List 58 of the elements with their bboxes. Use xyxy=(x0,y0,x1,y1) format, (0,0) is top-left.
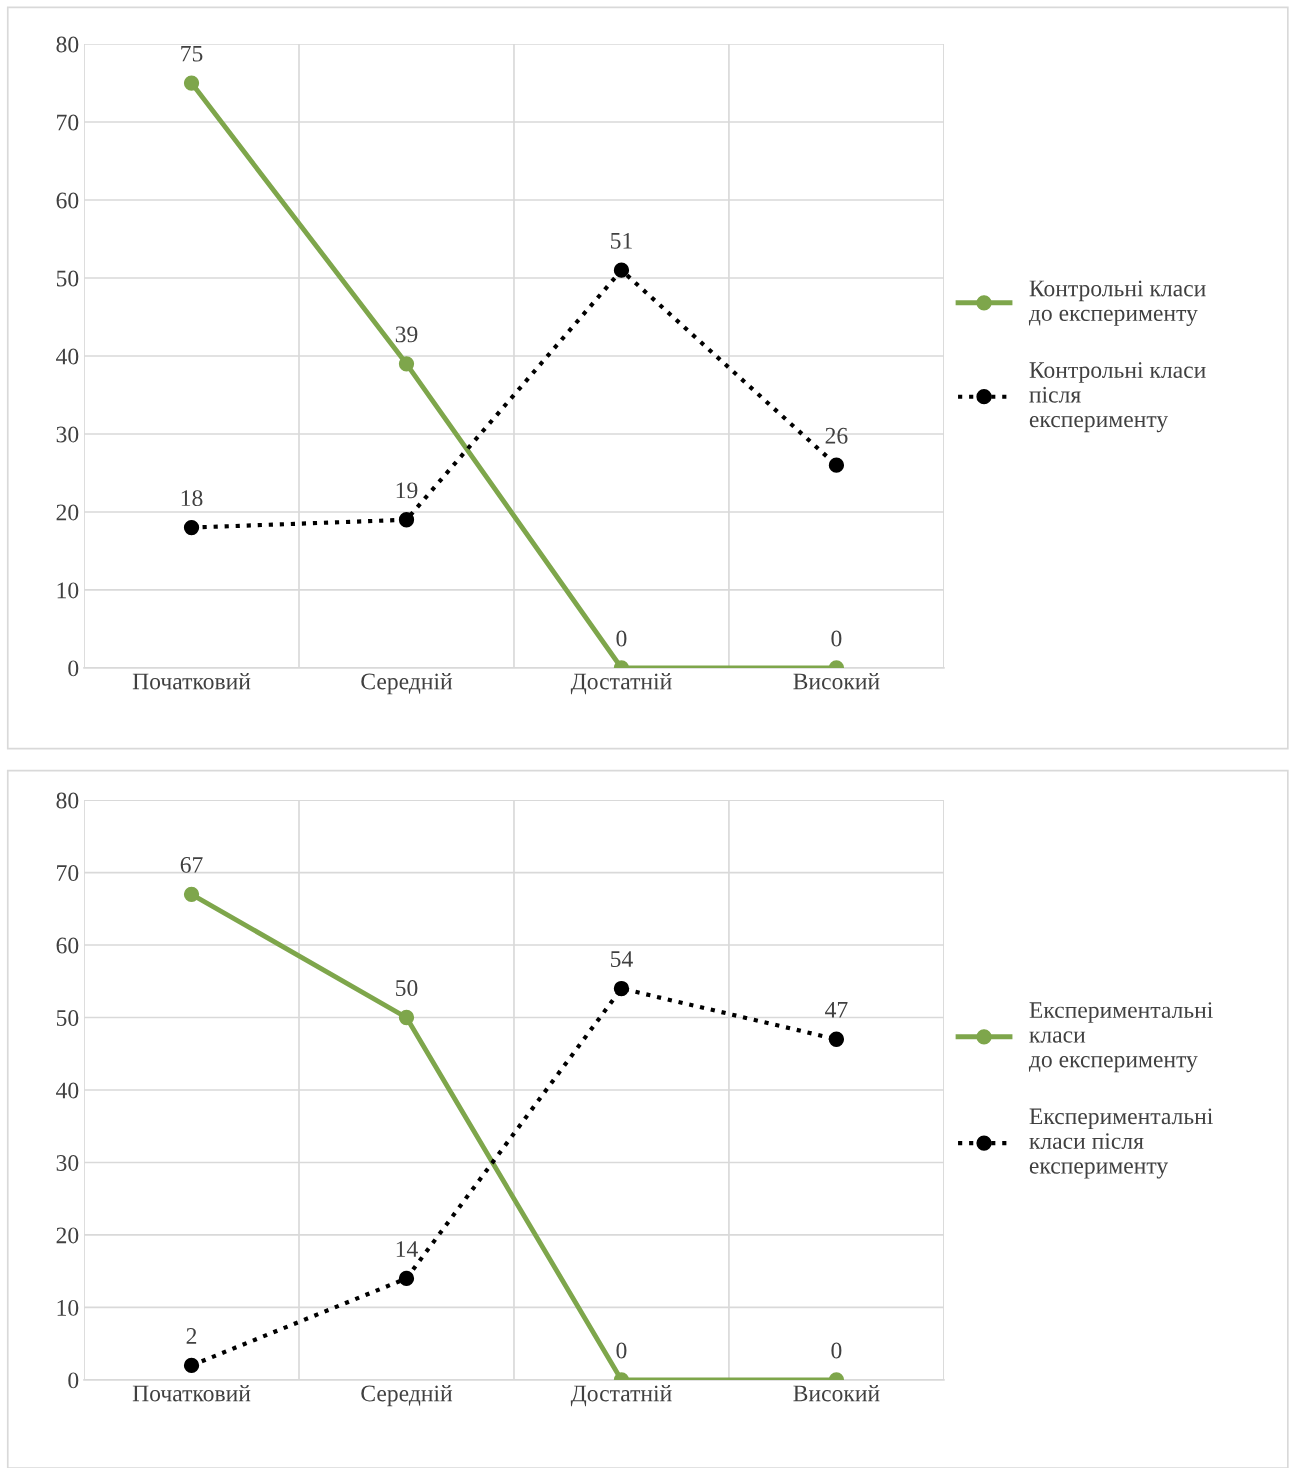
y-tick-label: 20 xyxy=(56,1227,79,1244)
y-tick-label: 30 xyxy=(56,1154,79,1171)
data-label: 26 xyxy=(825,427,848,444)
y-tick-label: 60 xyxy=(56,192,79,209)
data-label: 2 xyxy=(186,1328,197,1344)
y-tick-label: 80 xyxy=(56,36,79,53)
y-tick-label: 40 xyxy=(56,1082,79,1099)
y-tick-label: 0 xyxy=(68,1372,79,1389)
data-label: 47 xyxy=(825,1002,848,1018)
point xyxy=(398,1009,415,1026)
legend-label: Експериментальні класи до експерименту xyxy=(1028,1002,1213,1073)
y-tick-label: 70 xyxy=(57,114,79,131)
y-tick-label: 50 xyxy=(56,270,79,287)
point xyxy=(183,75,200,91)
point xyxy=(613,980,630,997)
data-label: 51 xyxy=(611,232,632,249)
x-tick-label: Високий xyxy=(793,1385,880,1402)
x-tick-label: Високий xyxy=(793,673,880,690)
data-label: 14 xyxy=(396,1241,418,1257)
data-label: 75 xyxy=(181,45,203,62)
point xyxy=(828,1031,845,1047)
y-tick-label: 40 xyxy=(56,348,79,365)
x-tick-label: Середній xyxy=(361,673,453,695)
x-tick-label: Середній xyxy=(361,1385,453,1407)
data-label: 50 xyxy=(396,980,418,997)
point xyxy=(398,1270,415,1287)
data-label: 67 xyxy=(180,856,203,873)
y-tick-label: 10 xyxy=(57,582,79,599)
legend-label: Контрольні класи після експерименту xyxy=(1029,362,1206,433)
y-tick-label: 60 xyxy=(56,937,79,954)
point xyxy=(828,457,845,473)
point xyxy=(183,519,200,536)
data-label: 18 xyxy=(181,490,203,507)
y-tick-label: 20 xyxy=(56,504,79,521)
x-tick-label: Достатній xyxy=(570,673,672,695)
x-tick-label: Початковий xyxy=(132,673,251,690)
point xyxy=(398,512,415,528)
data-label: 0 xyxy=(616,1342,627,1359)
point xyxy=(183,886,200,902)
data-label: 0 xyxy=(616,630,627,647)
data-label: 39 xyxy=(395,326,418,343)
data-label: 19 xyxy=(396,482,418,499)
point xyxy=(613,262,630,278)
y-tick-label: 0 xyxy=(68,660,79,677)
x-tick-label: Початковий xyxy=(132,1385,251,1402)
data-label: 0 xyxy=(831,630,842,647)
legend-label: Контрольні класи до експерименту xyxy=(1028,280,1206,326)
point xyxy=(183,1357,200,1374)
y-tick-label: 30 xyxy=(56,426,79,443)
data-label: 54 xyxy=(611,951,633,968)
legend-label: Експериментальні класи після експерименту xyxy=(1029,1108,1213,1179)
point xyxy=(398,356,415,372)
y-tick-label: 70 xyxy=(57,865,79,881)
x-tick-label: Достатній xyxy=(570,1385,672,1407)
data-label: 0 xyxy=(831,1342,842,1359)
y-tick-label: 50 xyxy=(56,1010,79,1026)
y-tick-label: 80 xyxy=(56,792,79,809)
y-tick-label: 10 xyxy=(57,1299,79,1316)
